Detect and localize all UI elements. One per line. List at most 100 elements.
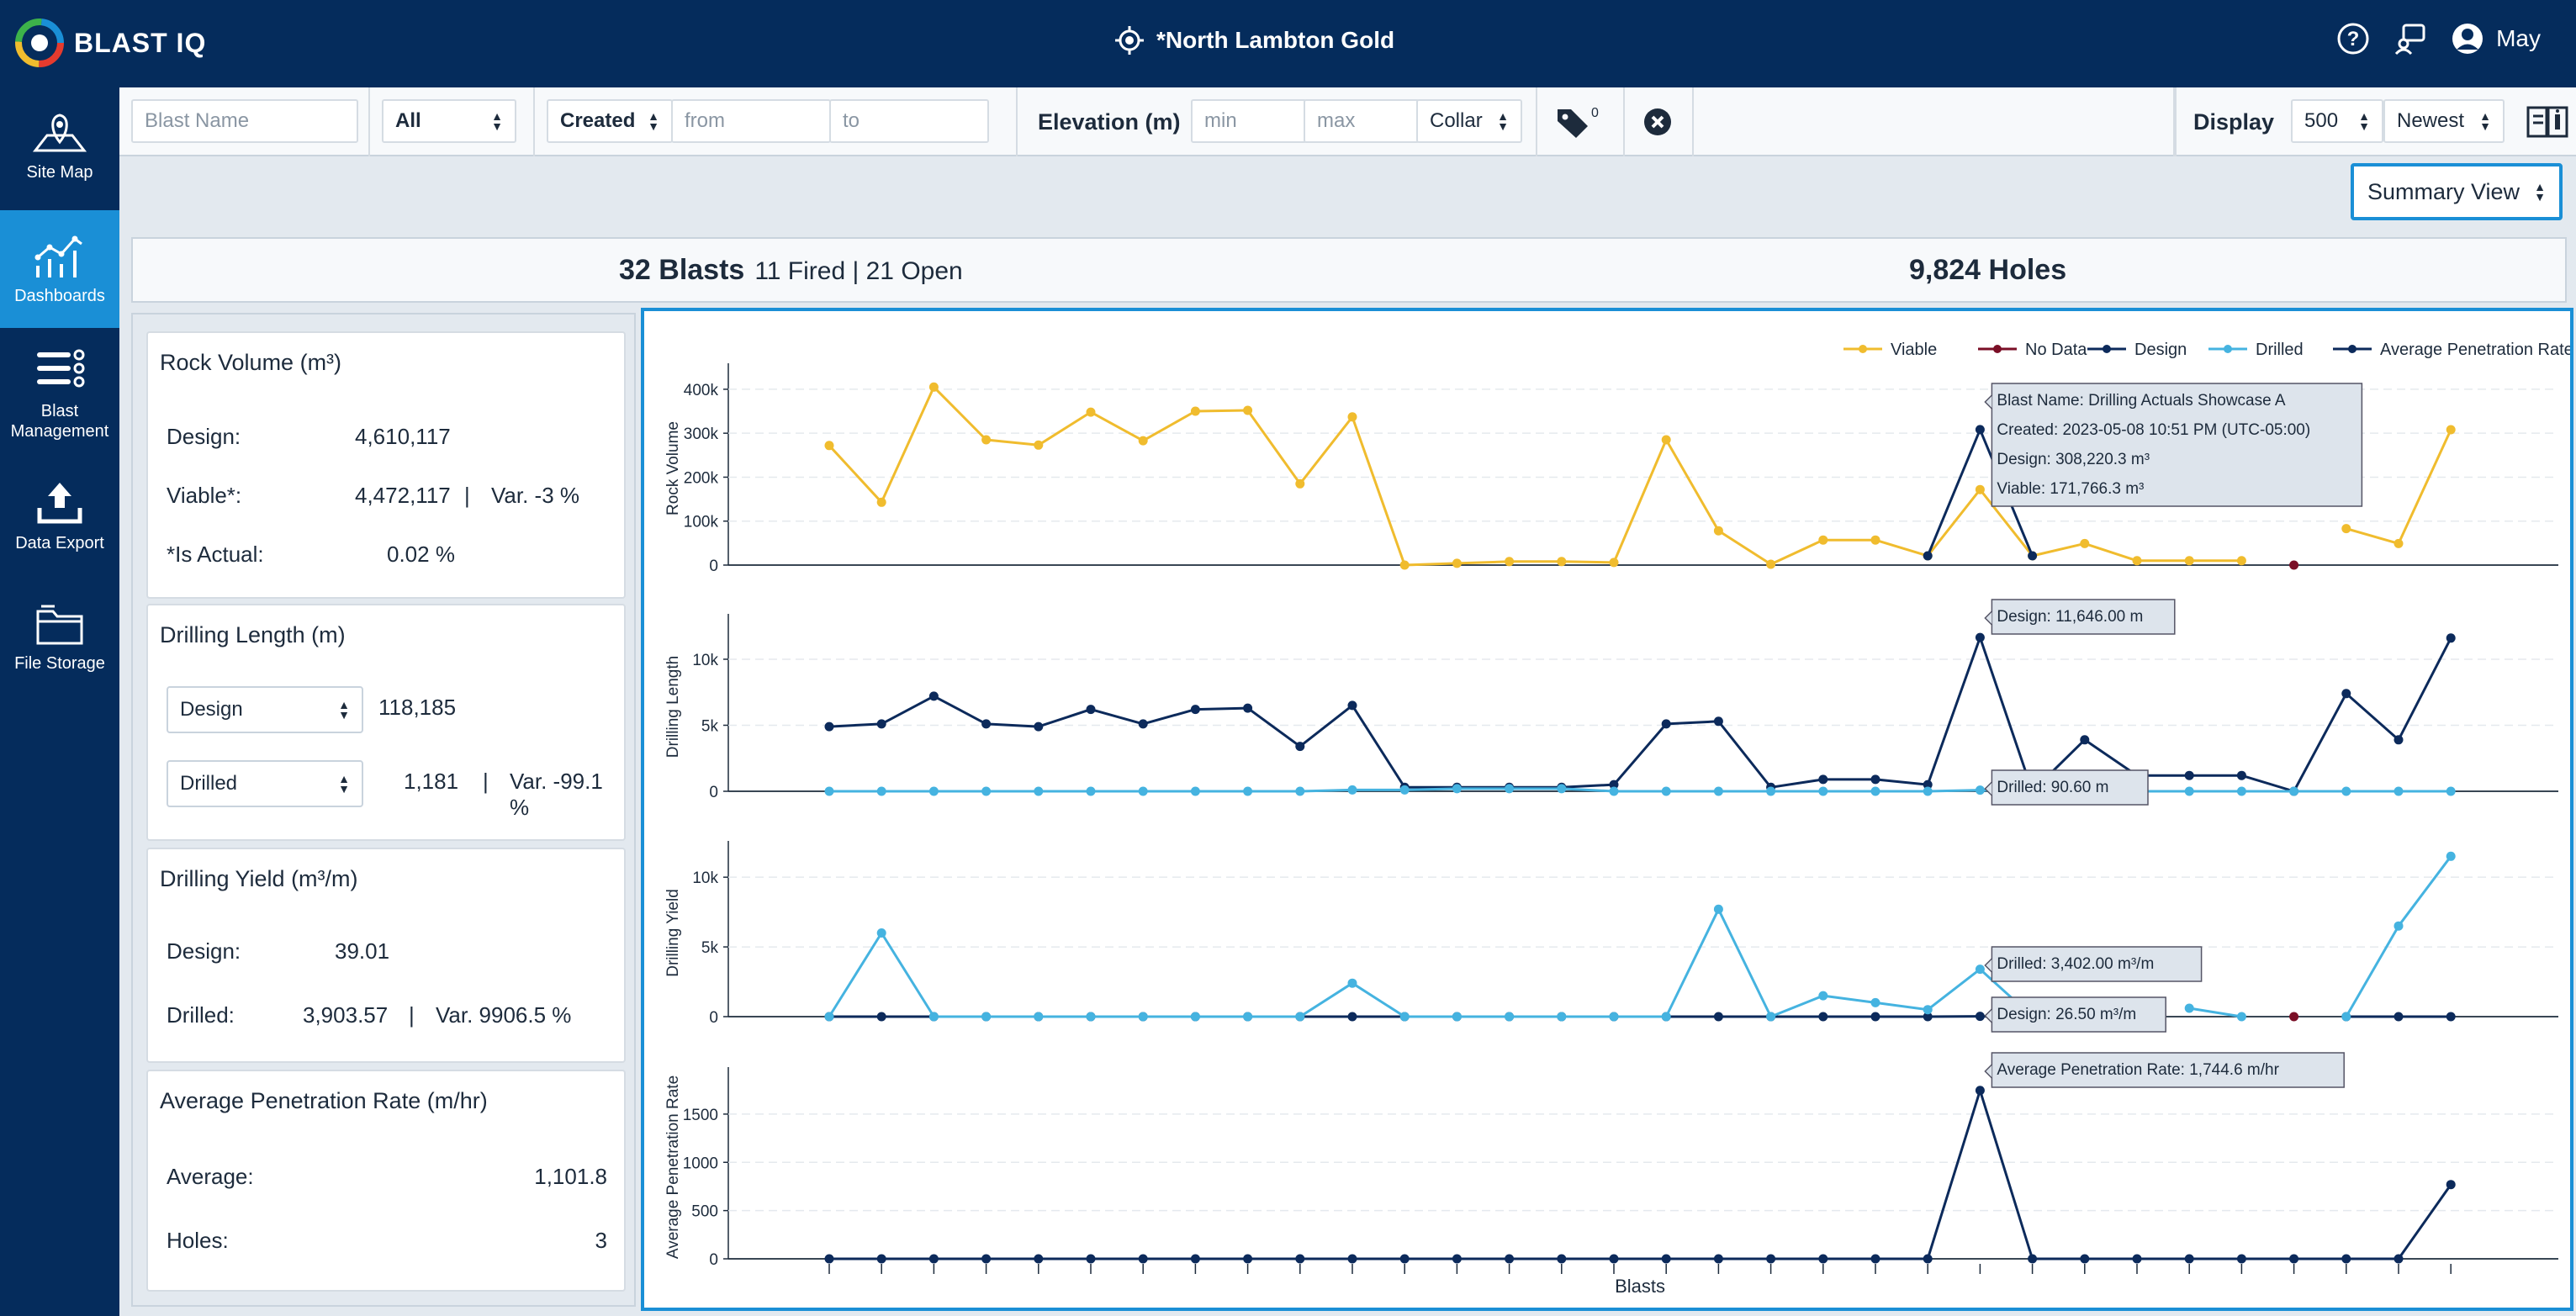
data-point (2341, 689, 2351, 699)
data-point (1295, 478, 1305, 489)
tag-icon (1558, 109, 1588, 138)
data-point (1870, 997, 1880, 1007)
x-axis-label: Blasts (1615, 1276, 1665, 1297)
display-count-select[interactable]: 500 ▲ ▼ (2291, 99, 2383, 143)
tag-filter[interactable]: 0 (1537, 87, 1625, 156)
site-selector[interactable]: *North Lambton Gold (1114, 25, 1394, 55)
data-point (2341, 786, 2351, 796)
data-point (2394, 1254, 2404, 1264)
y-axis-label: Rock Volume (664, 421, 682, 515)
view-mode-select[interactable]: Summary View ▲ ▼ (2351, 163, 2563, 220)
data-point (981, 786, 992, 796)
data-point (1766, 1254, 1776, 1264)
data-point (1243, 703, 1253, 713)
drilling-length-select-2[interactable]: Drilled ▲ ▼ (167, 760, 363, 807)
data-point (928, 1012, 939, 1022)
data-point (876, 719, 886, 729)
select-caret-icon: ▲ ▼ (2479, 109, 2491, 133)
y-tick-label: 10k (692, 869, 718, 887)
y-axis-label: Drilling Yield (664, 889, 682, 977)
sort-select[interactable]: Newest ▲ ▼ (2383, 99, 2505, 143)
data-point (824, 441, 834, 451)
data-point (2080, 735, 2090, 745)
status-select[interactable]: All ▲ ▼ (382, 99, 516, 143)
folder-icon (36, 605, 83, 645)
sidebar-item-file-storage[interactable]: File Storage (0, 579, 119, 696)
drilling-yield-drilled-value: 3,903.57 (303, 1002, 389, 1028)
data-point (1295, 1012, 1305, 1022)
data-point (1399, 785, 1410, 795)
legend-marker-4 (2348, 345, 2356, 353)
select-caret-icon: ▲ ▼ (648, 109, 659, 133)
data-point (2394, 538, 2404, 548)
data-point (1190, 1012, 1200, 1022)
data-point (1870, 1254, 1880, 1264)
manual-icon[interactable] (2526, 104, 2568, 140)
clear-filters-icon[interactable] (1643, 108, 1672, 136)
data-point (1609, 1254, 1619, 1264)
series-line-viable (828, 385, 2242, 567)
date-type-select[interactable]: Created ▲ ▼ (547, 99, 673, 143)
sidebar-item-site-map[interactable]: Site Map (0, 87, 119, 205)
drilling-length-variance: Var. -99.1 % (510, 769, 603, 820)
data-point (1818, 535, 1828, 545)
drilling-yield-design-label-text: Design: 26.50 m³/m (1997, 1006, 2136, 1023)
brand-logo[interactable]: BLAST IQ (13, 17, 206, 69)
chat-icon[interactable] (2394, 22, 2427, 55)
data-point (1034, 440, 1044, 450)
data-point (1609, 780, 1619, 790)
elevation-reference-select[interactable]: Collar ▲ ▼ (1416, 99, 1522, 143)
sidebar-item-blast-management[interactable]: Blast Management (0, 331, 119, 457)
elevation-label: Elevation (m) (1038, 109, 1181, 135)
data-point (2394, 921, 2404, 931)
blast-name-input[interactable]: Blast Name (131, 99, 358, 143)
data-point (876, 928, 886, 938)
data-point (2446, 1012, 2456, 1022)
data-point (2446, 633, 2456, 643)
data-point (1923, 551, 1933, 561)
sidebar-item-data-export[interactable]: Data Export (0, 457, 119, 575)
date-from-input[interactable]: from (671, 99, 831, 143)
y-tick-label: 1000 (683, 1155, 718, 1172)
date-to-input[interactable]: to (829, 99, 989, 143)
data-point (1086, 705, 1096, 715)
rock-volume-tooltip-text: Viable: 171,766.3 m³ (1997, 480, 2144, 498)
data-point (1295, 742, 1305, 752)
data-point (2236, 1254, 2246, 1264)
rock-volume-variance: Var. -3 % (491, 483, 580, 508)
select-caret-icon: ▲ ▼ (2534, 180, 2546, 203)
svg-text:?: ? (2347, 28, 2360, 50)
data-point (876, 1254, 886, 1264)
rock-volume-viable-value: 4,472,117 (355, 483, 451, 508)
data-point (1138, 1254, 1148, 1264)
sidebar-item-dashboards[interactable]: Dashboards (0, 210, 119, 328)
data-point (1818, 991, 1828, 1001)
data-point (1034, 721, 1044, 732)
data-point (2184, 1254, 2194, 1264)
drilling-length-value-1: 118,185 (378, 695, 457, 720)
rock-volume-tooltip-pointer (1984, 394, 1992, 410)
site-name: *North Lambton Gold (1156, 27, 1395, 53)
y-tick-label: 5k (701, 717, 719, 735)
drilling-length-select-1[interactable]: Design ▲ ▼ (167, 686, 363, 733)
rock-volume-design-value: 4,610,117 (355, 424, 451, 449)
data-point (2341, 1012, 2351, 1022)
penetration-rate-card: Average Penetration Rate (m/hr) Average:… (146, 1070, 626, 1292)
data-point (876, 786, 886, 796)
help-icon[interactable]: ? (2336, 22, 2370, 55)
data-point (1347, 700, 1357, 711)
blastiq-logo-icon (15, 18, 64, 67)
data-point (1975, 632, 1985, 642)
data-point (1505, 1012, 1515, 1022)
hole-count: 9,824 Holes (1909, 254, 2067, 286)
series-line-drilled (829, 787, 2452, 793)
elevation-max-input[interactable]: max (1304, 99, 1420, 143)
data-point (1766, 559, 1776, 569)
elevation-min-input[interactable]: min (1191, 99, 1307, 143)
series-line-design (828, 636, 2452, 793)
data-point (1399, 560, 1410, 570)
blast-metrics-chart[interactable]: Viable No Data Design Drilled Average Penetr… (644, 311, 2573, 1308)
rock-volume-card: Rock Volume (m³) Design: 4,610,117 Viabl… (146, 331, 626, 599)
y-tick-label: 300k (684, 425, 719, 443)
user-menu[interactable]: May (2451, 22, 2541, 55)
